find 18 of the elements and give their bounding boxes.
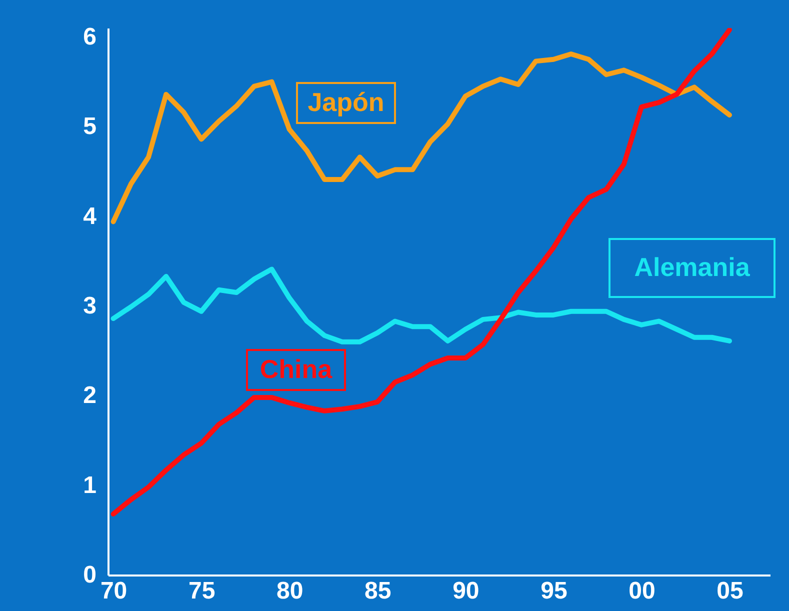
y-tick-label: 5	[83, 113, 96, 140]
x-tick-label: 90	[452, 578, 480, 604]
y-tick-label: 3	[83, 292, 96, 320]
x-tick-label: 00	[628, 578, 656, 604]
x-tick-label: 70	[100, 578, 128, 604]
y-tick-label: 4	[83, 202, 98, 230]
x-tick-label: 95	[540, 578, 568, 604]
series-label: China	[260, 354, 333, 384]
x-tick-label: 85	[364, 578, 392, 604]
y-tick-label: 6	[83, 23, 96, 50]
x-tick-label: 05	[716, 578, 744, 604]
x-tick-label: 80	[276, 578, 304, 604]
series-label: Japón	[308, 87, 384, 117]
x-tick-label: 75	[188, 578, 216, 604]
y-tick-label: 1	[83, 472, 96, 499]
y-tick-label: 2	[83, 382, 96, 410]
y-tick-label: 0	[83, 562, 96, 588]
series-label: Alemania	[634, 252, 750, 282]
